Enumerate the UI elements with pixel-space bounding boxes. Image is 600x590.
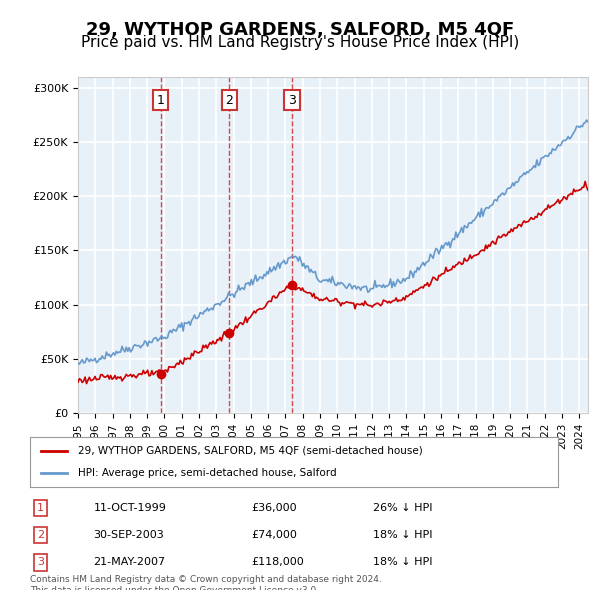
Text: HPI: Average price, semi-detached house, Salford: HPI: Average price, semi-detached house,… [77, 468, 336, 478]
Text: 2: 2 [37, 530, 44, 540]
Text: 29, WYTHOP GARDENS, SALFORD, M5 4QF (semi-detached house): 29, WYTHOP GARDENS, SALFORD, M5 4QF (sem… [77, 445, 422, 455]
Text: £74,000: £74,000 [252, 530, 298, 540]
Text: 30-SEP-2003: 30-SEP-2003 [94, 530, 164, 540]
Text: £118,000: £118,000 [252, 558, 305, 568]
Text: Contains HM Land Registry data © Crown copyright and database right 2024.
This d: Contains HM Land Registry data © Crown c… [30, 575, 382, 590]
Text: 29, WYTHOP GARDENS, SALFORD, M5 4QF: 29, WYTHOP GARDENS, SALFORD, M5 4QF [86, 21, 514, 39]
Text: 18% ↓ HPI: 18% ↓ HPI [373, 558, 433, 568]
Text: Price paid vs. HM Land Registry's House Price Index (HPI): Price paid vs. HM Land Registry's House … [81, 35, 519, 50]
Text: 3: 3 [37, 558, 44, 568]
Text: 26% ↓ HPI: 26% ↓ HPI [373, 503, 433, 513]
Text: 3: 3 [288, 94, 296, 107]
Text: 11-OCT-1999: 11-OCT-1999 [94, 503, 166, 513]
Text: 2: 2 [226, 94, 233, 107]
Text: £36,000: £36,000 [252, 503, 298, 513]
Text: 1: 1 [157, 94, 164, 107]
Text: 18% ↓ HPI: 18% ↓ HPI [373, 530, 433, 540]
Text: 21-MAY-2007: 21-MAY-2007 [94, 558, 166, 568]
Text: 1: 1 [37, 503, 44, 513]
